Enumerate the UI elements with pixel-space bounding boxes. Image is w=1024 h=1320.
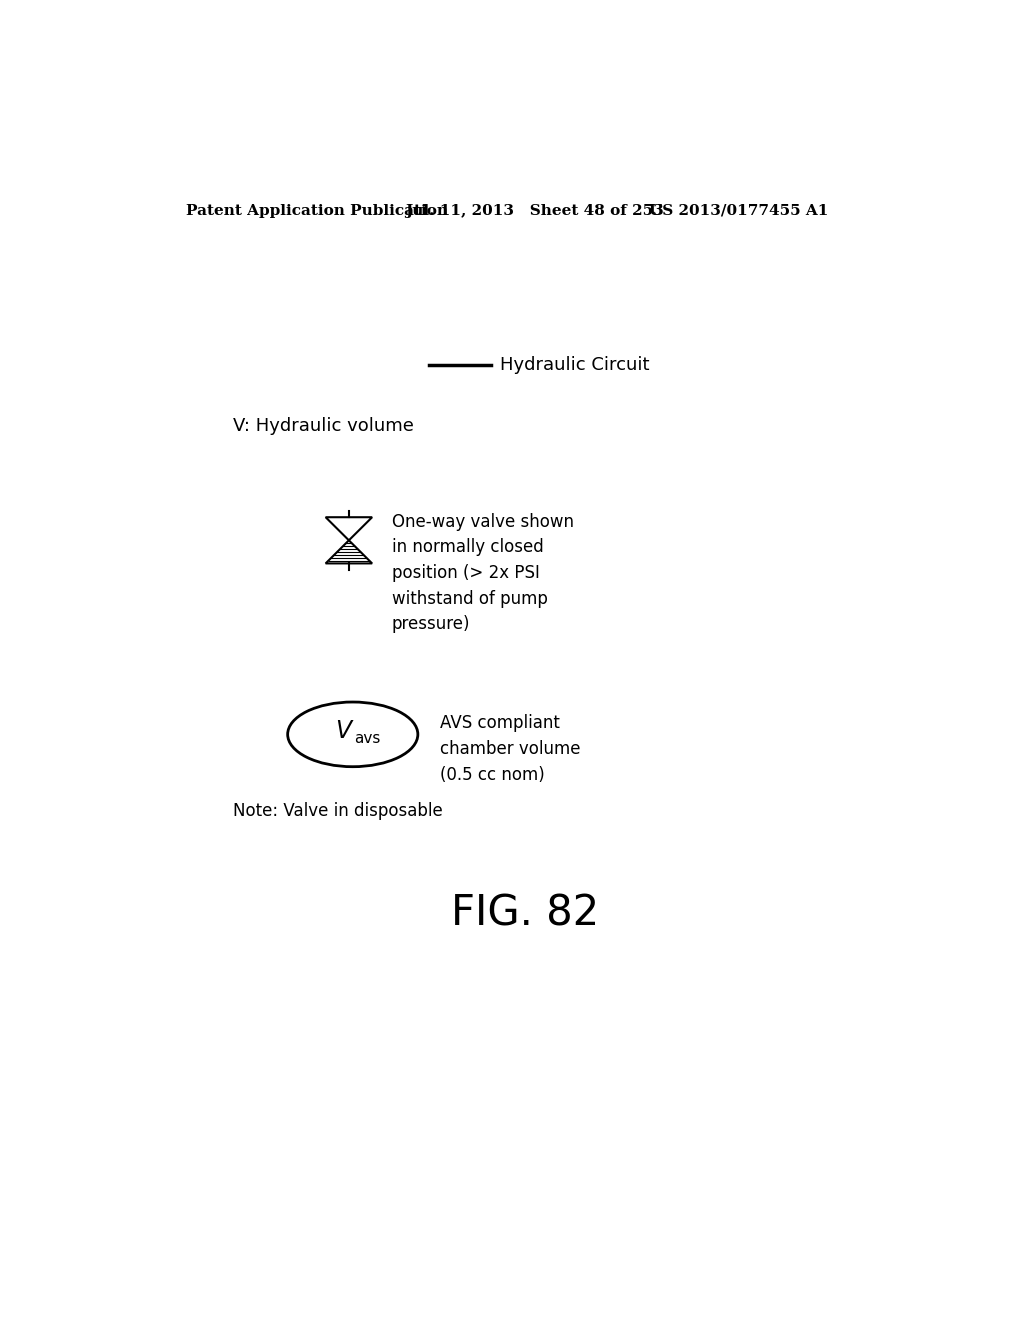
- Text: One-way valve shown
in normally closed
position (> 2x PSI
withstand of pump
pres: One-way valve shown in normally closed p…: [391, 512, 573, 634]
- Text: Jul. 11, 2013   Sheet 48 of 253: Jul. 11, 2013 Sheet 48 of 253: [406, 203, 665, 218]
- Text: avs: avs: [354, 731, 381, 746]
- Text: Hydraulic Circuit: Hydraulic Circuit: [500, 356, 649, 374]
- Text: AVS compliant
chamber volume
(0.5 cc nom): AVS compliant chamber volume (0.5 cc nom…: [439, 714, 580, 784]
- Text: V: Hydraulic volume: V: Hydraulic volume: [232, 417, 414, 436]
- Polygon shape: [326, 540, 372, 564]
- Text: Note: Valve in disposable: Note: Valve in disposable: [232, 803, 442, 820]
- Text: US 2013/0177455 A1: US 2013/0177455 A1: [649, 203, 828, 218]
- Polygon shape: [326, 517, 372, 540]
- Text: Patent Application Publication: Patent Application Publication: [186, 203, 449, 218]
- Text: FIG. 82: FIG. 82: [451, 892, 599, 935]
- Text: V: V: [335, 718, 351, 743]
